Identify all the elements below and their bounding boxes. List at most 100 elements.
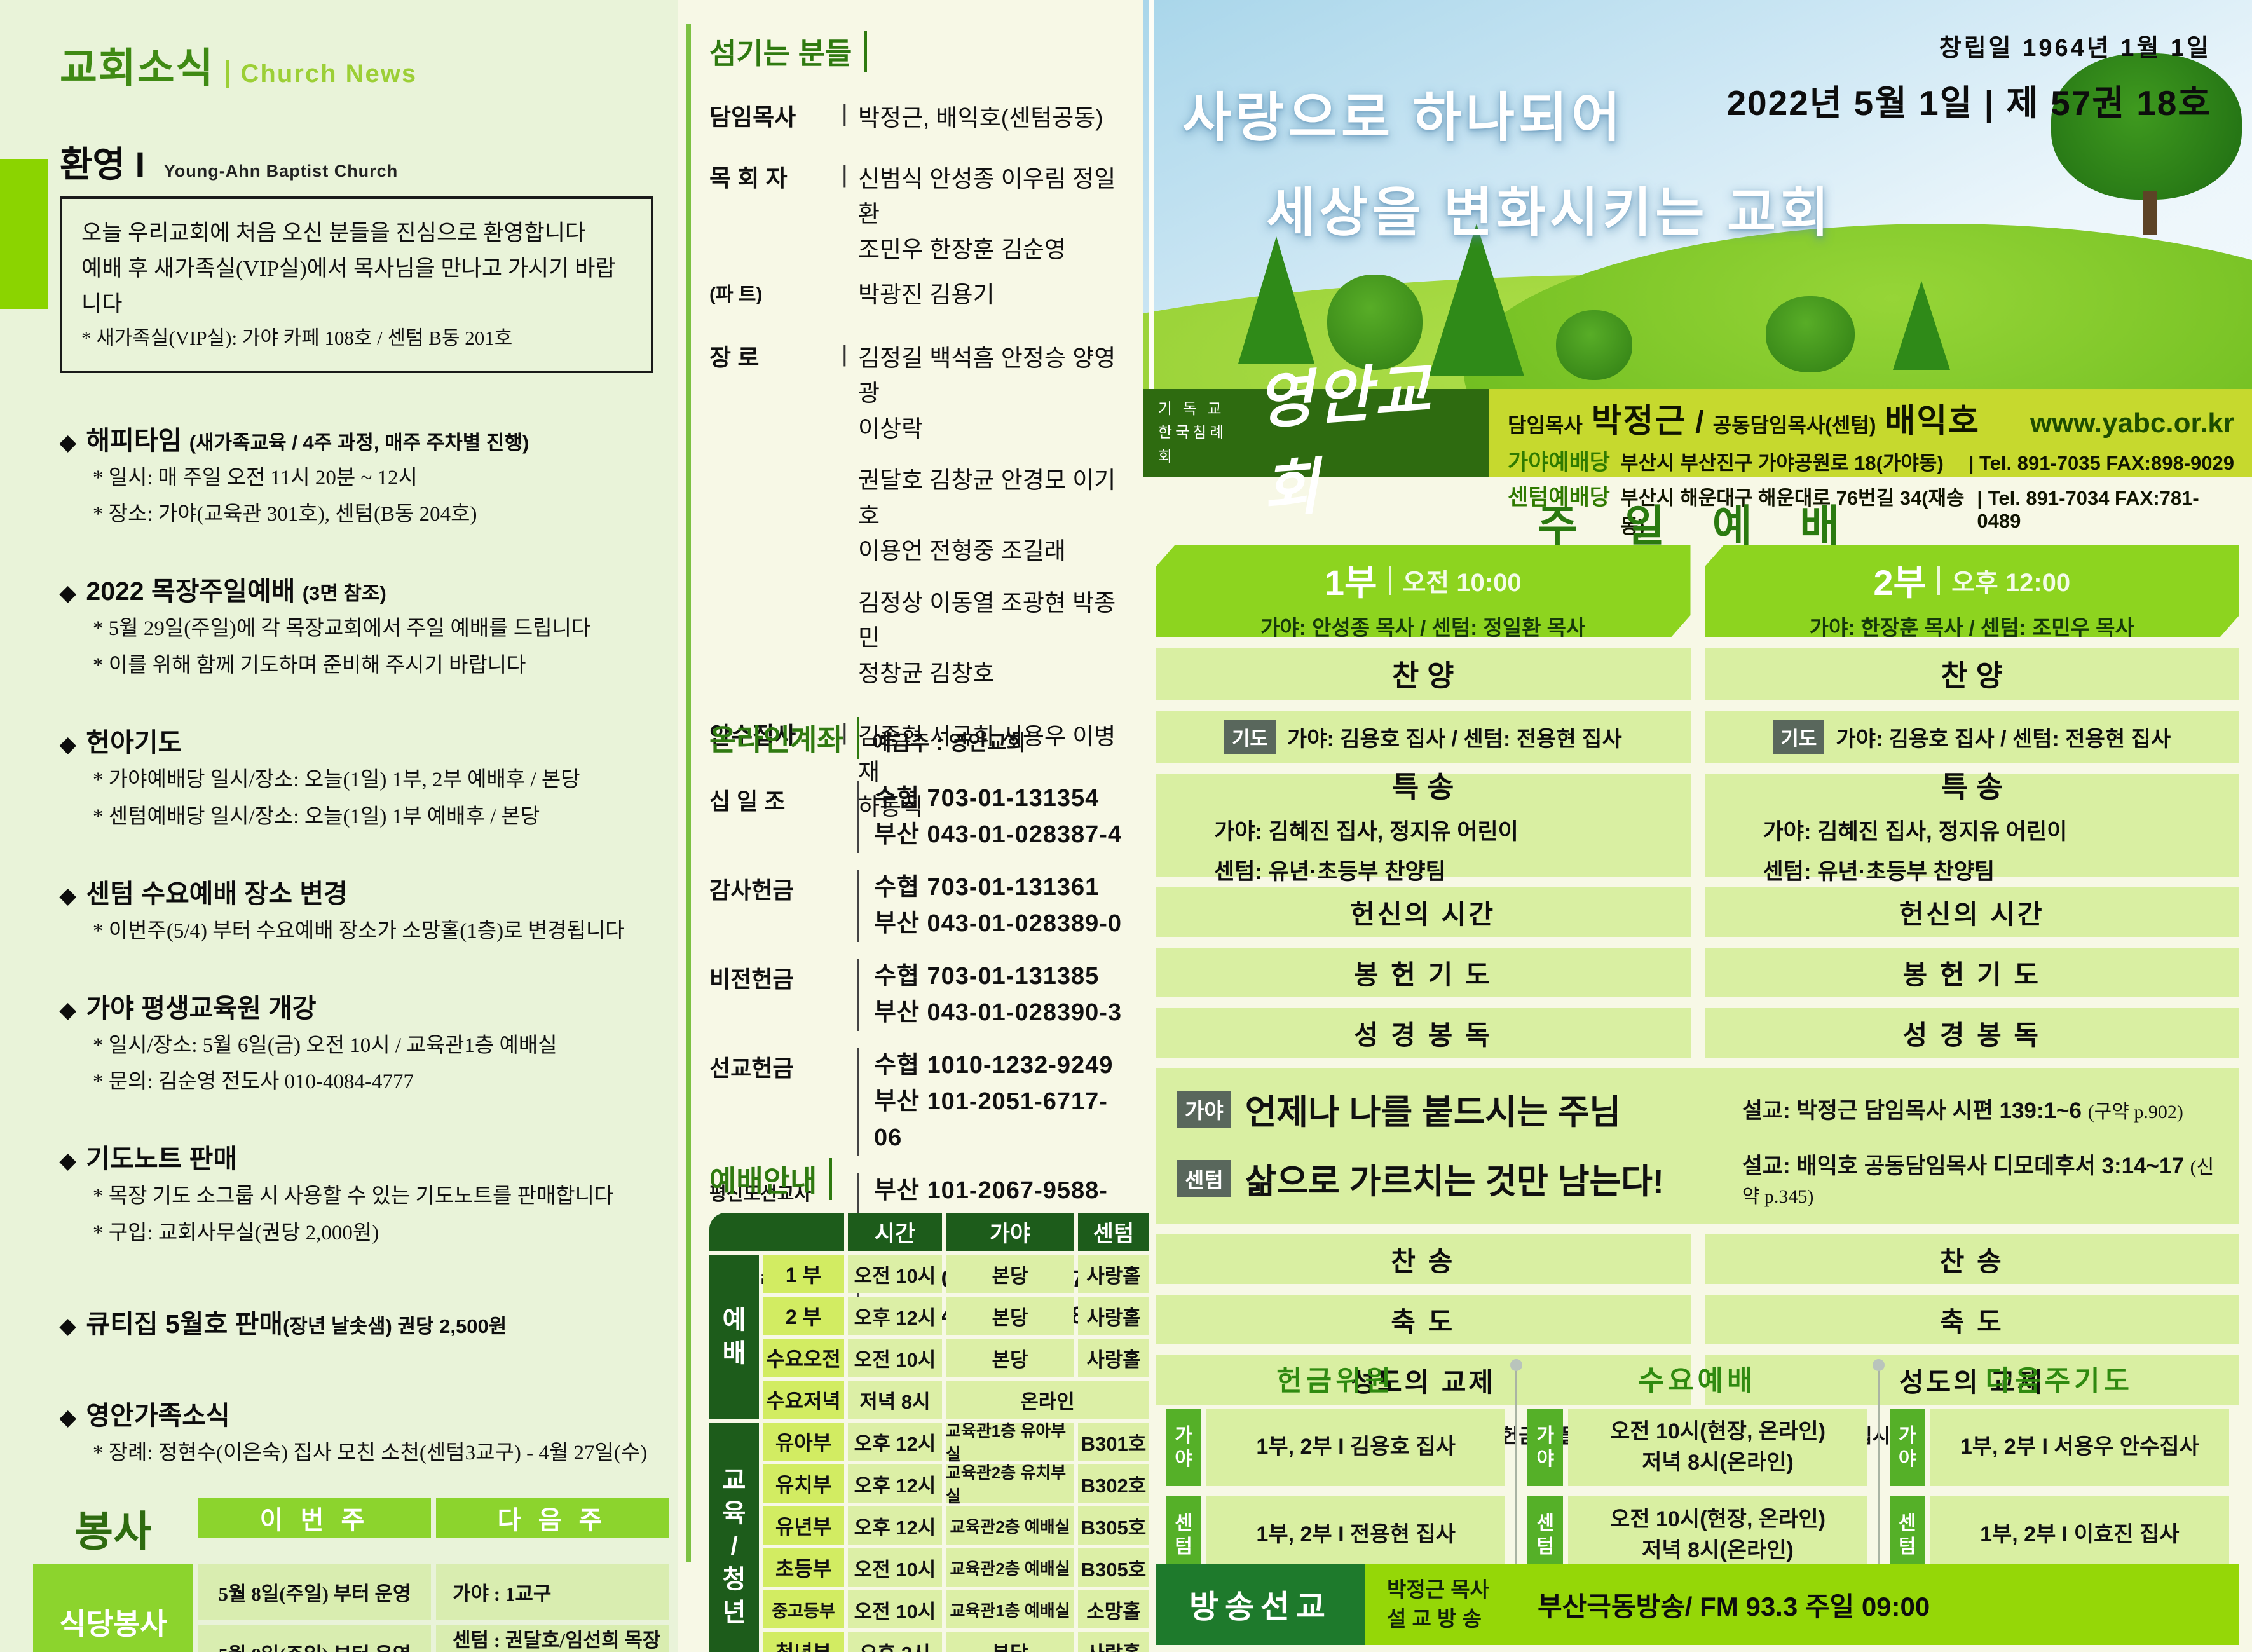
church-info-bar: 기 독 교 한국침례회 영안교회 담임목사 박정근 / 공동담임목사(센텀) 배… xyxy=(1143,357,2252,538)
service-cell: 가야 : 1교구 xyxy=(436,1564,669,1620)
announcement-title: 센텀 수요예배 장소 변경 xyxy=(86,878,348,908)
diamond-bullet-icon: ◆ xyxy=(60,581,76,605)
announcement-line: * 장소: 가야(교육관 301호), 센텀(B동 204호) xyxy=(93,503,477,526)
announcement: ◆ 센텀 수요예배 장소 변경 * 이번주(5/4) 부터 수요예배 장소가 소망… xyxy=(60,872,664,947)
service-col-next-week: 다 음 주 xyxy=(436,1498,669,1538)
denomination-label: 기 독 교 한국침례회 xyxy=(1158,400,1227,465)
table-cell: 오전 10시 xyxy=(848,1590,942,1628)
table-row-name: 초등부 xyxy=(763,1548,844,1587)
order-hymn: 찬 송 xyxy=(1704,1234,2239,1284)
table-cell: 교육관2층 유치부실 xyxy=(946,1463,1074,1506)
gaya-tag: 가야 xyxy=(1177,1090,1231,1128)
service-table: 봉사 이 번 주 다 음 주 식당봉사 5월 8일(주일) 부터 운영 가야 :… xyxy=(33,1498,669,1652)
announcement: ◆ 큐티집 5월호 판매(장년 날솟샘) 권당 2,500원 xyxy=(60,1302,664,1341)
diamond-bullet-icon: ◆ xyxy=(60,732,76,756)
order-hymn: 찬 송 xyxy=(1156,1234,1691,1284)
offering-committee: 헌금위원 가 야 1부, 2부 I 김용호 집사 센 텀 1부, 2부 I 전용… xyxy=(1156,1358,1515,1574)
accounts-holder: 예금주 : 영안교회 xyxy=(872,731,1026,754)
broadcast-schedule: 부산극동방송/ FM 93.3 주일 09:00 xyxy=(1537,1591,1930,1621)
announcement-note: (3면 참조) xyxy=(302,582,386,605)
sermon-row-centum: 센텀 삶으로 가르치는 것만 남는다! 설교: 배익호 공동담임목사 디모데후서… xyxy=(1177,1148,2218,1208)
prayer-names: 가야: 김용호 집사 / 센텀: 전용현 집사 xyxy=(1286,727,1622,751)
sermon-ref: (구약 p.902) xyxy=(2087,1102,2183,1123)
green-accent-bar xyxy=(0,159,48,309)
servant-names: 박광진 김용기 xyxy=(858,282,995,308)
account-row: 비전헌금 수협 703-01-131385 부산 043-01-028390-3 xyxy=(709,959,1135,1031)
account-label: 비전헌금 xyxy=(709,966,794,992)
sermon-row-gaya: 가야 언제나 나를 붙드시는 주님 설교: 박정근 담임목사 시편 139:1~… xyxy=(1177,1084,2218,1134)
next-week-prayer: 다음주기도 가 야 1부, 2부 I 서용우 안수집사 센 텀 1부, 2부 I… xyxy=(1880,1358,2239,1574)
announcement-line: * 구입: 교회사무실(권당 2,000원) xyxy=(93,1222,379,1245)
diamond-bullet-icon: ◆ xyxy=(60,1313,76,1337)
announcement-title: 큐티집 5월호 판매 xyxy=(86,1309,283,1339)
part-preachers: 가야: 한장훈 목사 / 센텀: 조민우 목사 xyxy=(1809,616,2134,639)
large-tree-icon xyxy=(2051,53,2242,200)
committee-title: 다음주기도 xyxy=(1985,1365,2134,1396)
sunday-worship-title: 주 일 예 배 xyxy=(1538,502,1857,550)
accounts-title: 온라인계좌 xyxy=(709,717,859,759)
table-cell: 본당 xyxy=(946,1255,1074,1293)
account-numbers: 수협 703-01-131361 부산 043-01-028389-0 xyxy=(874,874,1123,937)
centum-tab: 센 텀 xyxy=(1889,1496,1925,1574)
order-praise: 찬 양 xyxy=(1704,648,2239,700)
announcement-line: * 이번주(5/4) 부터 수요예배 장소가 소망홀(1층)로 변경됩니다 xyxy=(93,919,625,943)
church-slogan: 사랑으로 하나되어 세상을 변화시키는 교회 xyxy=(1182,75,1832,247)
service-col-this-week: 이 번 주 xyxy=(198,1498,431,1538)
announcement-title: 가야 평생교육원 개강 xyxy=(86,993,317,1023)
section-title-church-news: 교회소식 Church News xyxy=(60,36,664,94)
welcome-line: 오늘 우리교회에 처음 오신 분들을 진심으로 환영합니다 xyxy=(81,221,586,245)
column-divider xyxy=(686,24,691,1562)
announcement-line: * 센텀예배당 일시/장소: 오늘(1일) 1부 예배후 / 본당 xyxy=(93,805,540,828)
sermon-ref: (신약 p.345) xyxy=(1742,1157,2214,1207)
table-cell: 저녁 8시 xyxy=(848,1381,942,1419)
welcome-subtitle: Young-Ahn Baptist Church xyxy=(163,161,399,181)
servant-row: 안수집사 | 김종현 서국희 서용우 이병재 하동식 xyxy=(709,719,1131,825)
worship-guide-section: 예배안내 시간 가야 센텀 예 배 1 부 오전 10시 본당 사랑홀 2 부 … xyxy=(709,1158,1149,1652)
servant-row: 목 회 자 | 신범식 안성종 이우림 정일환 조민우 한장훈 김순영 xyxy=(709,161,1131,268)
account-label: 선교헌금 xyxy=(709,1055,794,1081)
committee-title: 헌금위원 xyxy=(1276,1365,1395,1396)
service-cell: 5월 8일(주일) 부터 운영 xyxy=(198,1564,431,1620)
founded-date: 창립일 1964년 1월 1일 xyxy=(1939,35,2211,62)
servant-label: 담임목사 xyxy=(709,104,796,130)
table-cell: 오전 10시 xyxy=(848,1548,942,1587)
part-name: 1부 xyxy=(1324,563,1377,603)
slogan-line-2: 세상을 변화시키는 교회 xyxy=(1266,182,1833,242)
table-row-name: 1 부 xyxy=(763,1255,844,1293)
sermon-title: 삶으로 가르치는 것만 남는다! xyxy=(1245,1163,1664,1201)
table-cell: 오후 12시 xyxy=(848,1506,942,1545)
announcement-note: (새가족교육 / 4주 과정, 매주 주차별 진행) xyxy=(189,431,529,454)
announcement-line: * 일시: 매 주일 오전 11시 20분 ~ 12시 xyxy=(93,466,418,489)
committee-cell: 1부, 2부 I 서용우 안수집사 xyxy=(1930,1409,2229,1486)
part1-header: 1부 오전 10:00 가야: 안성종 목사 / 센텀: 정일환 목사 xyxy=(1156,545,1691,637)
announcement: ◆ 가야 평생교육원 개강 * 일시/장소: 5월 6일(금) 오전 10시 / … xyxy=(60,986,664,1098)
tree-icon xyxy=(1327,275,1423,370)
table-cell: B305호 xyxy=(1078,1506,1149,1545)
sermon-info: 설교: 배익호 공동담임목사 디모데후서 3:14~17 xyxy=(1742,1154,2184,1178)
centum-chapel-label: 센텀예배당 xyxy=(1508,485,1611,510)
group-label-education: 교 육 / 청 년 xyxy=(709,1423,759,1652)
table-cell: 오전 10시 xyxy=(848,1255,942,1293)
part-name: 2부 xyxy=(1873,563,1927,603)
announcement: ◆ 2022 목장주일예배 (3면 참조) * 5월 29일(주일)에 각 목장교… xyxy=(60,570,664,681)
gaya-tab: 가 야 xyxy=(1166,1409,1201,1486)
church-news-title-en: Church News xyxy=(226,60,418,88)
group-label-worship: 예 배 xyxy=(709,1255,759,1419)
service-cell: 센텀 : 권달호/임선희 목장교회 xyxy=(436,1625,669,1652)
announcement: ◆ 해피타임 (새가족교육 / 4주 과정, 매주 주차별 진행) * 일시: 매… xyxy=(60,419,664,531)
announcement-title: 해피타임 xyxy=(86,425,182,455)
account-label: 감사헌금 xyxy=(709,877,794,903)
senior-pastor-name: 박정근 xyxy=(1591,403,1687,440)
diamond-bullet-icon: ◆ xyxy=(60,1405,76,1429)
welcome-box: 오늘 우리교회에 처음 오신 분들을 진심으로 환영합니다 예배 후 새가족실(… xyxy=(60,196,653,373)
announcement-line: * 장례: 정현수(이은숙) 집사 모친 소천(센텀3교구) - 4월 27일(… xyxy=(93,1441,648,1464)
header-photo-banner: 창립일 1964년 1월 1일 2022년 5월 1일 | 제 57권 18호 … xyxy=(1143,0,2252,389)
co-pastor-name: 배익호 xyxy=(1885,403,1981,440)
table-cell: 오후 12시 xyxy=(848,1464,942,1503)
middle-panel: 섬기는 분들 담임목사 | 박정근, 배익호(센텀공동) 목 회 자 | 신범식… xyxy=(686,0,1149,1652)
account-row: 십 일 조 수협 703-01-131354 부산 043-01-028387-… xyxy=(709,781,1135,853)
tree-icon xyxy=(1556,310,1632,380)
gaya-tab: 가 야 xyxy=(1889,1409,1925,1486)
order-dedication: 헌신의 시간 xyxy=(1704,887,2239,937)
table-cell: 본당 xyxy=(946,1297,1074,1335)
